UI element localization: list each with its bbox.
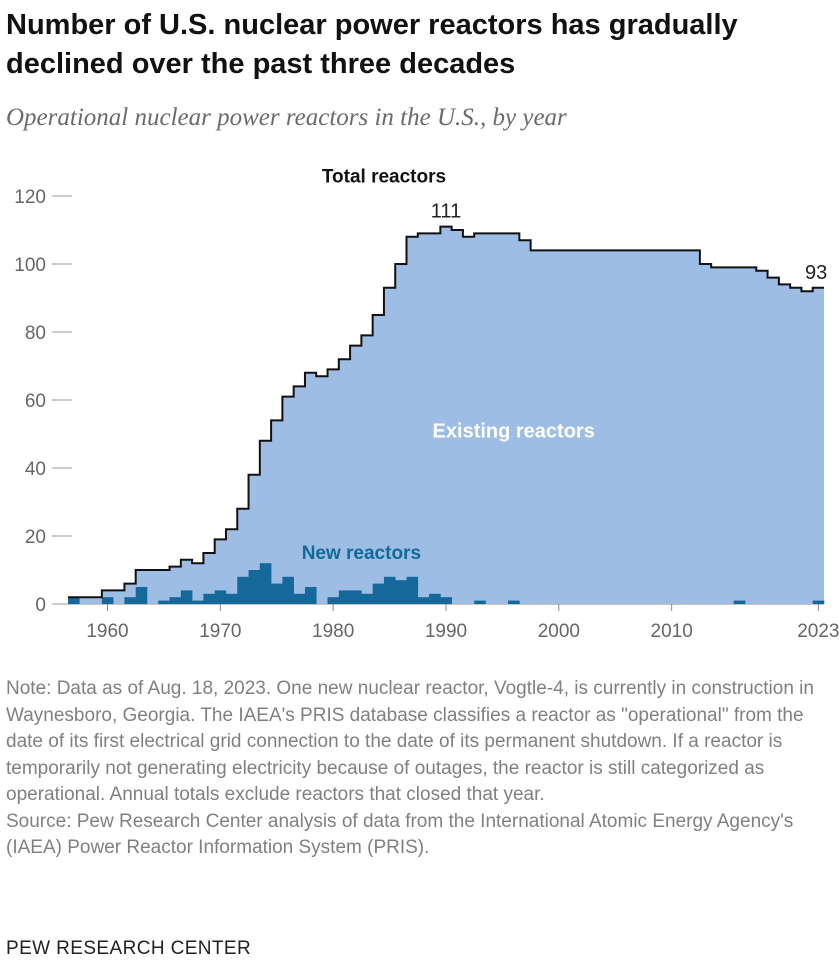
new-reactors-bar — [259, 563, 272, 604]
total-reactors-line — [68, 225, 824, 599]
y-tick-label: 80 — [25, 323, 46, 344]
new-reactors-bar — [417, 597, 430, 604]
new-reactors-bar — [68, 597, 80, 604]
y-tick-label: 120 — [14, 187, 46, 208]
x-tick-label: 1980 — [312, 621, 354, 642]
new-reactors-bar — [158, 600, 170, 604]
new-reactors-bar — [395, 580, 407, 604]
new-reactors-bar — [101, 597, 114, 604]
new-reactors-bar — [383, 576, 396, 604]
y-axis: 0 20 40 60 80 100 120 — [14, 187, 72, 616]
new-reactors-bar — [203, 593, 215, 604]
y-tick-label: 0 — [35, 595, 46, 616]
value-annotation: 93 — [805, 262, 827, 284]
value-annotation: 111 — [431, 201, 461, 223]
new-reactors-bar — [474, 600, 486, 604]
new-reactors-bar — [293, 593, 306, 604]
new-reactors-bar — [180, 590, 193, 604]
x-tick-label: 1970 — [199, 621, 241, 642]
new-reactors-bar — [440, 597, 452, 604]
new-reactors-bar — [192, 600, 204, 604]
new-reactors-bar — [282, 576, 294, 604]
brand-footer: PEW RESEARCH CENTER — [6, 938, 252, 959]
new-reactors-bar — [350, 590, 362, 604]
new-reactors-bar — [225, 593, 238, 604]
new-reactors-bar — [237, 576, 249, 604]
new-reactors-bar — [508, 600, 520, 604]
note-text: Note: Data as of Aug. 18, 2023. One new … — [6, 678, 814, 805]
new-reactors-bar — [271, 583, 283, 604]
new-reactors-bar — [361, 593, 373, 604]
y-tick-label: 40 — [25, 459, 46, 480]
new-reactors-bar — [406, 576, 419, 604]
new-reactors-bar — [429, 593, 441, 604]
chart-subtitle: Operational nuclear power reactors in th… — [6, 104, 567, 131]
y-tick-label: 20 — [25, 527, 46, 548]
total-reactors-label: Total reactors — [322, 166, 446, 187]
x-tick-label: 2010 — [651, 621, 693, 642]
new-reactors-bar — [169, 597, 182, 604]
chart-area: 0 20 40 60 80 100 120 1960 1970 1980 1990 2000 2010… — [14, 166, 839, 642]
chart-notes: Note: Data as of Aug. 18, 2023. One new … — [6, 676, 836, 862]
new-reactors-bar — [327, 597, 340, 604]
x-tick-label: 1990 — [425, 621, 467, 642]
y-tick-label: 100 — [14, 255, 46, 276]
new-reactors-bar — [372, 583, 385, 604]
source-text: Source: Pew Research Center analysis of … — [6, 810, 794, 859]
x-tick-label: 2023 — [797, 621, 839, 642]
new-reactors-bar — [214, 590, 227, 604]
new-reactors-label: New reactors — [302, 543, 421, 564]
new-reactors-bar — [812, 600, 825, 604]
new-reactors-bar — [135, 587, 148, 604]
y-tick-label: 60 — [25, 391, 46, 412]
chart-title: Number of U.S. nuclear power reactors ha… — [6, 9, 738, 80]
x-axis: 1960 1970 1980 1990 2000 2010 2023 — [68, 603, 839, 642]
x-tick-label: 1960 — [86, 621, 128, 642]
new-reactors-bar — [248, 570, 261, 604]
new-reactors-bar — [304, 587, 317, 604]
new-reactors-bar — [124, 597, 137, 604]
existing-reactors-area — [68, 226, 824, 604]
new-reactors-bar — [338, 590, 351, 604]
x-tick-label: 2000 — [538, 621, 580, 642]
new-reactors-bars — [68, 563, 825, 604]
new-reactors-bar — [733, 600, 746, 604]
existing-reactors-label: Existing reactors — [433, 420, 595, 442]
value-annotations: 111 93 — [431, 201, 827, 284]
